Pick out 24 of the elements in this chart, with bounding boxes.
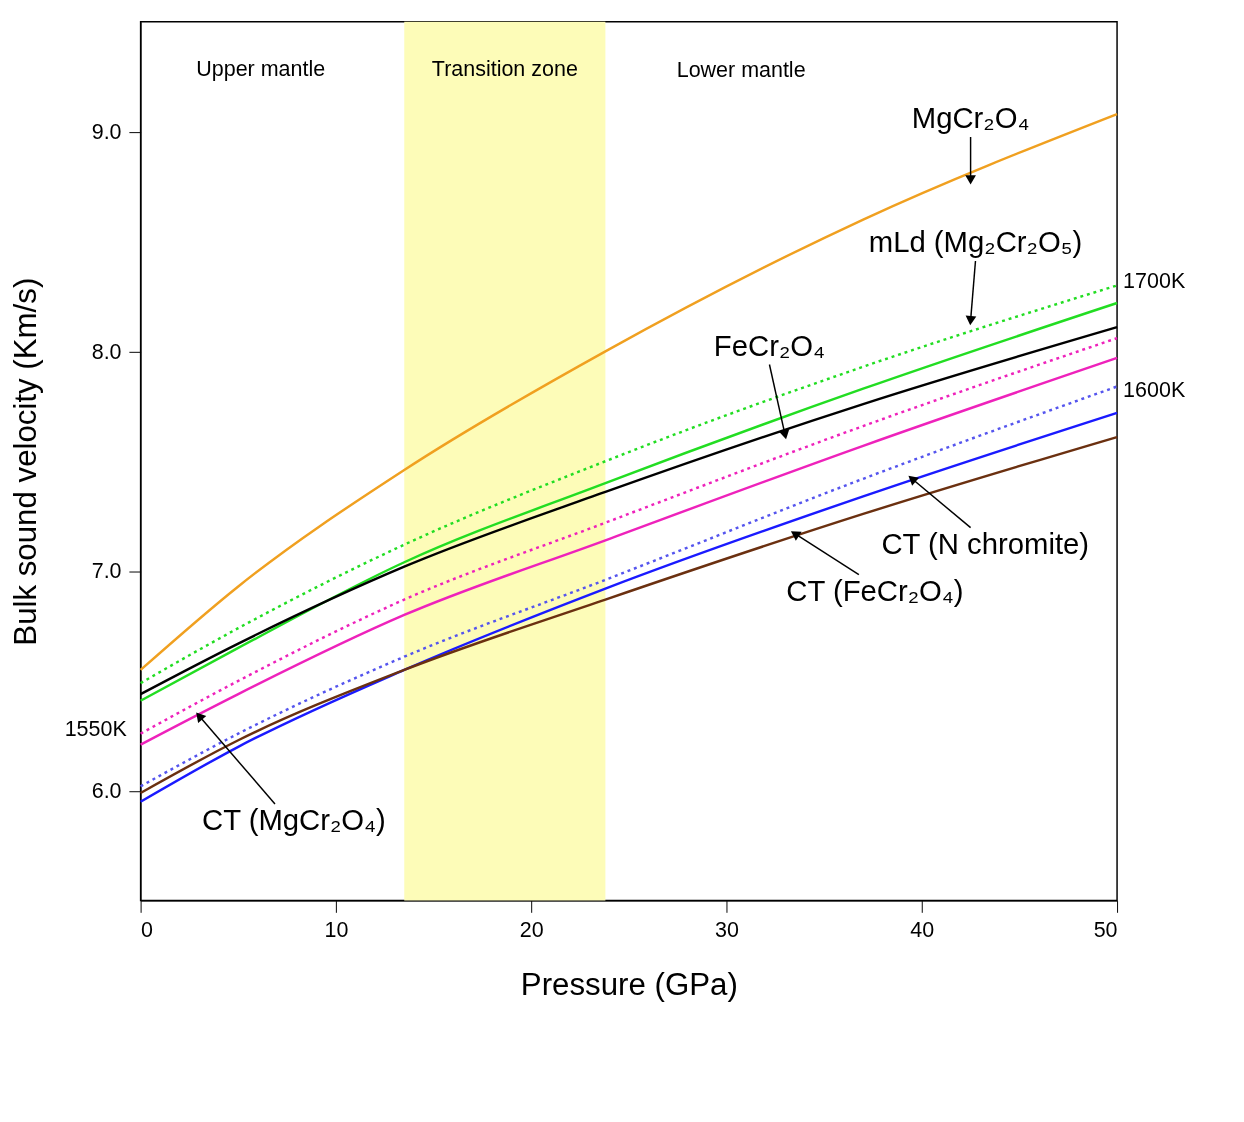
x-axis-title: Pressure (GPa) bbox=[520, 966, 738, 1002]
annotation: CT (FeCr₂O₄) bbox=[786, 574, 964, 608]
annotation: CT (MgCr₂O₄) bbox=[202, 803, 386, 837]
annotation: 1550K bbox=[64, 716, 128, 741]
annotation: Lower mantle bbox=[676, 58, 806, 83]
x-tick-label: 20 bbox=[519, 918, 544, 943]
y-tick-label: 6.0 bbox=[91, 779, 122, 804]
y-axis-title: Bulk sound velocity (Km/s) bbox=[8, 277, 44, 646]
annotation: 1700K bbox=[1123, 269, 1186, 294]
annotation: mLd (Mg₂Cr₂O₅) bbox=[868, 225, 1083, 259]
annotation: CT (N chromite) bbox=[881, 526, 1090, 560]
x-tick-label: 30 bbox=[715, 918, 739, 943]
annotation: 1600K bbox=[1123, 378, 1186, 403]
band-label: Transition zone bbox=[431, 56, 578, 81]
x-tick-label: 0 bbox=[141, 918, 154, 943]
y-tick-label: 7.0 bbox=[91, 559, 122, 584]
annotation: MgCr₂O₄ bbox=[911, 101, 1030, 135]
x-tick-label: 10 bbox=[324, 918, 349, 943]
x-tick-label: 50 bbox=[1093, 918, 1118, 943]
y-tick-label: 9.0 bbox=[91, 119, 122, 144]
x-tick-label: 40 bbox=[910, 918, 935, 943]
y-tick-label: 8.0 bbox=[91, 339, 122, 364]
annotation: FeCr₂O₄ bbox=[713, 328, 826, 362]
annotation: Upper mantle bbox=[196, 56, 326, 81]
